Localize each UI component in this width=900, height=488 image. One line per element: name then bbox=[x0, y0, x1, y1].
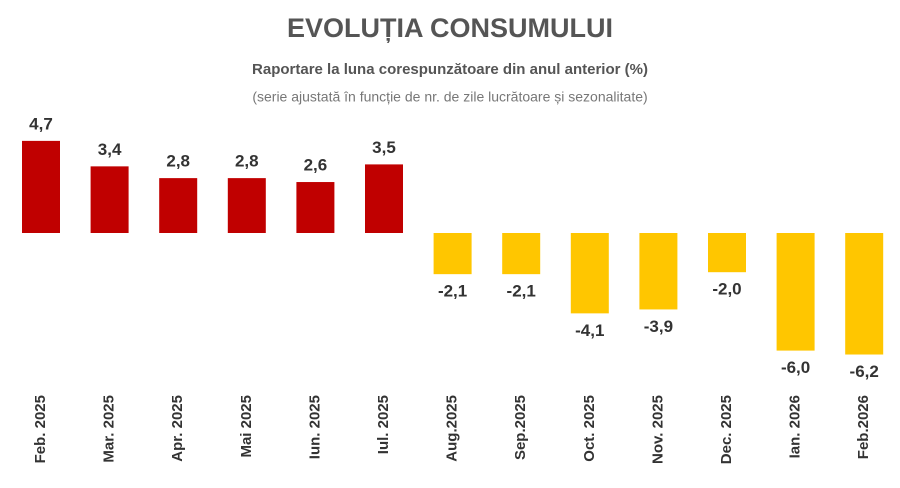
x-tick-label: Apr. 2025 bbox=[169, 395, 186, 462]
bar bbox=[776, 233, 815, 351]
data-label: 3,4 bbox=[98, 140, 122, 159]
bar bbox=[22, 140, 60, 233]
bar bbox=[159, 178, 198, 233]
bar bbox=[845, 233, 884, 355]
bar bbox=[227, 178, 266, 233]
data-label: -6,2 bbox=[850, 362, 879, 381]
bar bbox=[639, 233, 678, 310]
data-label: 3,5 bbox=[372, 138, 396, 157]
x-tick-label: Feb. 2025 bbox=[32, 395, 49, 463]
data-label: 2,8 bbox=[235, 152, 259, 171]
data-label: -3,9 bbox=[644, 317, 673, 336]
data-label: -4,1 bbox=[575, 321, 604, 340]
data-label: 2,8 bbox=[166, 152, 190, 171]
bar bbox=[365, 164, 403, 233]
x-tick-label: Iun. 2025 bbox=[306, 395, 323, 459]
bar bbox=[90, 166, 129, 233]
data-label: 2,6 bbox=[304, 156, 328, 175]
data-label: -6,0 bbox=[781, 358, 810, 377]
data-label: -2,0 bbox=[712, 280, 741, 299]
x-tick-label: Sep.2025 bbox=[512, 395, 529, 460]
x-tick-label: Aug.2025 bbox=[444, 395, 461, 462]
x-tick-label: Oct. 2025 bbox=[581, 395, 598, 462]
data-label: -2,1 bbox=[438, 282, 467, 301]
x-tick-label: Mai 2025 bbox=[238, 395, 255, 458]
bar bbox=[570, 233, 609, 314]
bar bbox=[433, 233, 472, 275]
x-tick-label: Nov. 2025 bbox=[649, 395, 666, 464]
x-tick-label: Feb.2026 bbox=[855, 395, 872, 459]
bar bbox=[296, 182, 335, 233]
x-tick-label: Dec. 2025 bbox=[718, 395, 735, 464]
x-tick-label: Ian. 2026 bbox=[787, 395, 804, 458]
x-tick-label: Mar. 2025 bbox=[101, 395, 118, 463]
data-label: -2,1 bbox=[507, 282, 536, 301]
bar bbox=[708, 233, 746, 273]
data-label: 4,7 bbox=[29, 114, 53, 133]
bar bbox=[502, 233, 541, 275]
chart-title: EVOLUȚIA CONSUMULUI bbox=[287, 13, 613, 43]
chart-subtitle: Raportare la luna corespunzătoare din an… bbox=[252, 61, 648, 78]
x-tick-label: Iul. 2025 bbox=[375, 395, 392, 454]
chart-note: (serie ajustată în funcție de nr. de zil… bbox=[252, 89, 647, 105]
